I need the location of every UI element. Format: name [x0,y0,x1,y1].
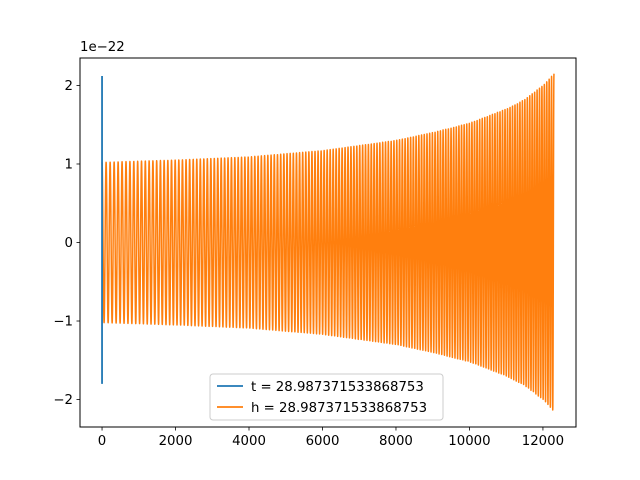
x-tick-label: 2000 [159,434,193,449]
y-offset-label: 1e−22 [80,40,125,55]
y-tick-label: 1 [65,157,73,172]
axes-ticks: 0 2000 4000 6000 8000 10000 12000 −2 −1 0 1 2 [53,79,564,449]
x-tick-label: 4000 [232,434,266,449]
y-tick-label: −1 [53,315,73,330]
legend-label: h = 28.987371533868753 [251,401,427,416]
legend-box [209,373,444,421]
y-tick-label: −2 [53,393,73,408]
legend-label: t = 28.987371533868753 [251,380,424,395]
y-tick-label: 0 [65,236,73,251]
legend: t = 28.987371533868753 h = 28.98737153386… [209,373,444,421]
x-tick-label: 6000 [306,434,340,449]
series-h-layer [101,73,555,411]
x-tick-label: 8000 [379,434,413,449]
y-tick-label: 2 [65,79,73,94]
x-tick-label: 10000 [448,434,490,449]
x-tick-label: 0 [98,434,106,449]
series-h-line [101,73,555,411]
x-tick-label: 12000 [522,434,564,449]
